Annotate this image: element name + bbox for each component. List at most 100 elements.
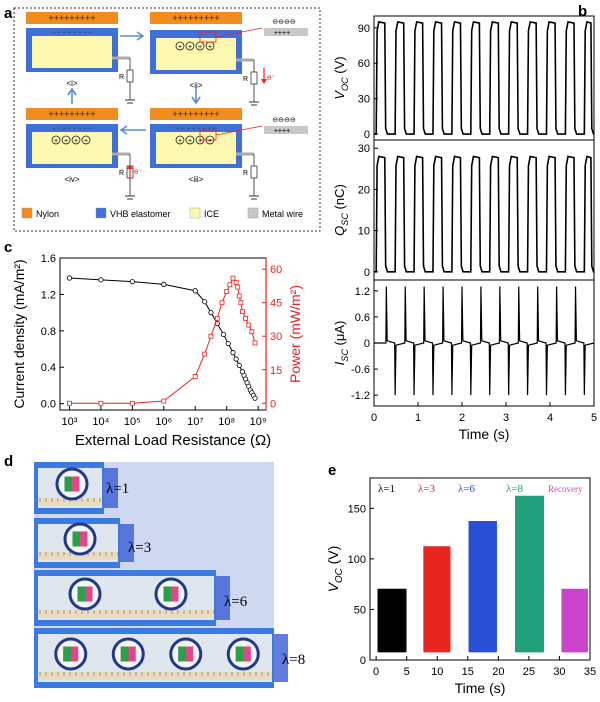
- x-tick-label: 0: [373, 666, 379, 678]
- y-tick-label: 30: [358, 143, 370, 155]
- cycle-arrow-up: [67, 87, 77, 104]
- y-tick-label: 90: [358, 23, 370, 35]
- logo-center-left: [178, 646, 186, 662]
- chart-b-qsc: 0 10 20 30 QSC (nC): [332, 139, 595, 281]
- y-tick-label: 60: [358, 58, 370, 70]
- y-right-tick-label: 0: [270, 398, 276, 410]
- ion-plus: +: [54, 138, 58, 145]
- series-signal-4: [514, 495, 545, 653]
- logo-center-left: [235, 646, 244, 662]
- logo-center-left: [163, 586, 171, 602]
- ice-layer: [32, 36, 112, 68]
- panel-e-letter: e: [328, 462, 336, 479]
- series-signal-2: [423, 546, 451, 653]
- y-right-tick-label: 60: [270, 264, 282, 276]
- ion-plus: +: [188, 44, 192, 51]
- data-point-power: [236, 293, 242, 299]
- electron-arrow-head: [127, 164, 133, 169]
- stretch-label-2: λ=3: [128, 540, 151, 556]
- data-point-current: [225, 340, 231, 347]
- panel-a-frame: [13, 7, 321, 232]
- logo-center-left: [64, 476, 72, 492]
- data-point-power: [249, 329, 255, 335]
- legend-label-1: Nylon: [36, 209, 59, 219]
- stage-label: <iv>: [64, 175, 79, 184]
- ion-plus: +: [198, 138, 202, 145]
- data-point-power: [208, 333, 214, 339]
- data-point-current: [220, 331, 227, 338]
- x-tick-label: 10⁵: [124, 416, 141, 428]
- y-tick-label: 50: [354, 604, 366, 616]
- x-axis-label: Time (s): [455, 680, 506, 696]
- y-axis-label-right: Power (mW/m²): [287, 285, 303, 383]
- electron-label: e⁻: [134, 167, 143, 176]
- inset-minus: ⊖⊖⊖⊖: [272, 19, 296, 26]
- y-tick-label: -1.2: [351, 390, 370, 402]
- y-tick-label: 0.6: [355, 312, 370, 324]
- series-line-left: [69, 277, 256, 399]
- ion-circle: [185, 41, 195, 51]
- legend-label-2: VHB elastomer: [110, 209, 171, 219]
- y-tick-label: 1.2: [41, 289, 56, 301]
- clip-holder: [120, 524, 134, 562]
- y-tick-label: 1.2: [355, 286, 370, 298]
- x-tick-label: 5: [591, 412, 597, 424]
- panel-a-letter: a: [4, 5, 13, 22]
- data-point-power: [235, 284, 241, 290]
- y-tick-label: 150: [348, 503, 366, 515]
- x-tick-label: 20: [492, 666, 504, 678]
- data-point-power: [240, 309, 245, 315]
- schematic-group: +++++++++− − − − − − − −R<i>++++++++++ + +…: [21, 12, 308, 219]
- logo-center-left: [72, 531, 80, 547]
- x-tick-label: 10⁴: [92, 416, 109, 428]
- plot-frame: [373, 15, 595, 141]
- data-point-power: [233, 280, 239, 285]
- nylon-charges: +++++++++: [48, 109, 95, 119]
- signal-line: [374, 20, 595, 135]
- panel-b-letter: b: [578, 3, 587, 20]
- ruler: [38, 552, 118, 560]
- clip-holder: [216, 576, 230, 620]
- data-point-current: [236, 362, 242, 369]
- legend-swatch: [247, 207, 259, 219]
- legend-label-3: λ=6: [458, 483, 476, 495]
- logo-center-left: [63, 646, 71, 662]
- chart-e-stretch: 0 5 10 15 20 25 30 35 0 50 100 150 VOC (V) Time (s) λ=…: [325, 477, 596, 696]
- inset-plus: ++++: [274, 30, 290, 37]
- ruler: [38, 610, 214, 618]
- ion-circle: [71, 135, 81, 145]
- data-point-power: [192, 374, 198, 379]
- chart-b-isc: -1.2 -0.6 0 0.6 1.2 ISC (μA) 0 1 2 3 4 5 Time (s): [332, 279, 597, 442]
- inset-pointer: [215, 27, 263, 38]
- x-axis-label: Time (s): [459, 426, 510, 442]
- x-tick-label: 35: [584, 666, 596, 678]
- stage-label: <i>: [66, 79, 77, 88]
- resistor-label: R: [243, 76, 248, 83]
- ion-circle: [51, 135, 61, 145]
- legend-swatch: [95, 207, 107, 219]
- ion-circle: [185, 135, 195, 145]
- x-tick-label: 4: [547, 412, 553, 424]
- ion-plus: +: [64, 138, 68, 145]
- ion-plus: +: [74, 138, 78, 145]
- data-point-power: [67, 400, 72, 406]
- data-point-power: [214, 315, 220, 321]
- data-point-current: [161, 281, 167, 287]
- ion-circle: [61, 135, 71, 145]
- data-point-current: [230, 350, 236, 356]
- y-axis-label-left: Current density (mA/m²): [11, 259, 27, 408]
- plot-frame: [369, 477, 591, 661]
- y-axis-label: VOC (V): [325, 546, 345, 593]
- ion-plus: +: [178, 44, 182, 51]
- schematic-stage-4: +++++++++ − − − − − − − − + + + + R <iv> e⁻: [26, 108, 143, 200]
- ion-plus: +: [198, 44, 202, 51]
- y-right-tick-label: 15: [270, 365, 282, 377]
- y-tick-label: 0: [364, 267, 370, 279]
- ion-circle: [81, 135, 91, 145]
- y-right-tick-label: 45: [270, 298, 282, 310]
- x-tick-label: 15: [462, 666, 474, 678]
- vhb-charges: − − − − − − − −: [52, 30, 92, 36]
- y-tick-label: 0.0: [41, 399, 56, 411]
- panel-d-letter: d: [4, 453, 13, 470]
